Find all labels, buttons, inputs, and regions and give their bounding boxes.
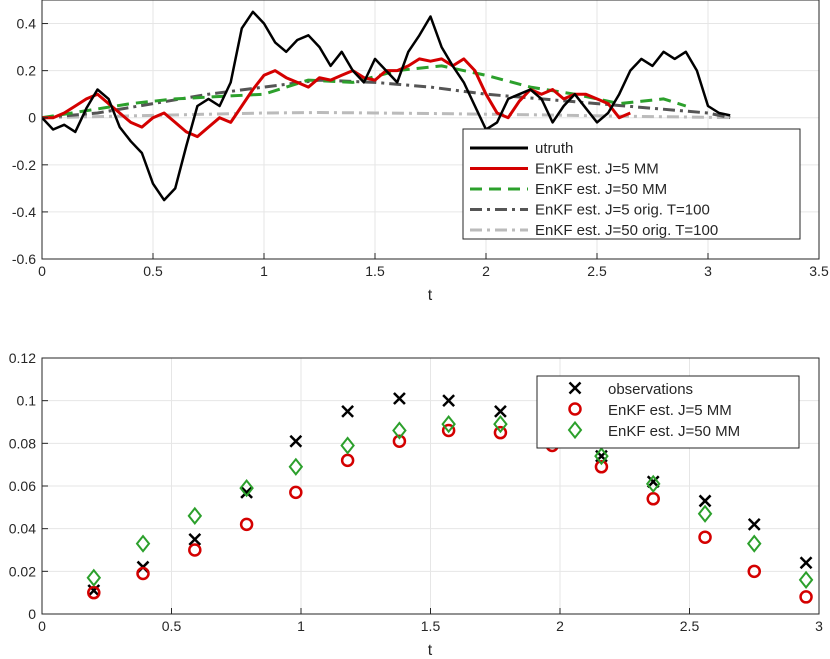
point-x-14 (799, 556, 813, 570)
y-tick-label: -0.6 (12, 251, 36, 267)
point-o-5 (340, 453, 355, 468)
legend-label-2: EnKF est. J=50 MM (608, 423, 740, 440)
point-x-7 (442, 394, 456, 408)
legend-label-0: observations (608, 381, 693, 398)
series-line-3 (42, 78, 731, 120)
x-tick-label: 2 (556, 618, 564, 634)
point-x-12 (698, 494, 712, 508)
x-tick-label: 2.5 (587, 263, 607, 279)
y-tick-label: 0 (28, 110, 36, 126)
y-tick-label: 0.1 (17, 393, 37, 409)
point-o-10 (594, 460, 609, 474)
y-tick-label: -0.2 (12, 157, 36, 173)
x-axis-label-top: t (428, 287, 433, 304)
x-tick-label: 1.5 (365, 263, 385, 279)
x-tick-label: 0 (38, 618, 46, 634)
point-diamond-6 (392, 421, 407, 440)
y-tick-label: 0.02 (9, 563, 36, 579)
x-axis-label-bottom: t (428, 642, 433, 659)
legend-box-bottom (536, 375, 800, 449)
point-o-6 (392, 434, 407, 448)
point-o-13 (747, 564, 761, 579)
y-tick-label: 0.04 (9, 521, 36, 537)
x-tick-label: 2.5 (680, 618, 700, 634)
legend-marker-2 (567, 420, 583, 440)
legend-label-0: utruth (535, 140, 573, 157)
point-x-4 (289, 434, 303, 448)
x-tick-label: 1 (297, 618, 305, 634)
point-diamond-12 (697, 504, 713, 523)
point-o-11 (646, 492, 660, 506)
x-tick-label: 3 (815, 618, 823, 634)
legend-label-2: EnKF est. J=50 MM (535, 181, 667, 198)
point-x-8 (494, 404, 507, 418)
ticks-top: 0 0.5 1 1.5 2 2.5 3 3.5 -0.6 -0.4 -0.2 0 0.2 0.4 (12, 16, 829, 279)
point-x-13 (747, 518, 761, 531)
point-o-2 (188, 543, 202, 557)
y-tick-label: 0.08 (9, 435, 36, 451)
x-tick-label: 0 (38, 263, 46, 279)
x-tick-label: 3 (704, 263, 712, 279)
point-diamond-8 (493, 415, 508, 434)
series-line-0 (42, 10, 731, 202)
x-tick-label: 0.5 (162, 618, 182, 634)
y-tick-label: -0.4 (12, 204, 36, 220)
axes-frame-top (41, 0, 820, 260)
point-x-5 (341, 404, 355, 418)
point-diamond-5 (340, 436, 355, 455)
point-x-0 (87, 584, 101, 597)
point-diamond-13 (746, 534, 762, 553)
x-tick-label: 1 (260, 263, 268, 279)
point-x-2 (188, 532, 202, 546)
x-tick-label: 3.5 (809, 263, 829, 279)
legend-label-4: EnKF est. J=50 orig. T=100 (535, 222, 718, 239)
series-line-4 (42, 111, 731, 120)
point-diamond-14 (798, 570, 814, 589)
point-o-1 (136, 566, 150, 581)
legend-bottom: observations EnKF est. J=5 MM EnKF est. J=… (536, 375, 800, 449)
x-tick-label: 1.5 (421, 618, 441, 634)
legend-marker-1 (568, 402, 582, 416)
legend-label-3: EnKF est. J=5 orig. T=100 (535, 202, 710, 219)
point-diamond-0 (86, 568, 102, 587)
point-diamond-2 (187, 506, 203, 525)
point-x-3 (240, 486, 253, 499)
point-diamond-7 (441, 415, 456, 434)
point-diamond-1 (135, 534, 151, 553)
point-diamond-3 (239, 479, 254, 498)
point-o-7 (441, 423, 456, 438)
legend-label-1: EnKF est. J=5 MM (608, 402, 732, 419)
point-diamond-10 (594, 447, 609, 466)
y-tick-label: 0.4 (17, 16, 37, 32)
x-tick-label: 0.5 (143, 263, 163, 279)
point-diamond-11 (645, 474, 661, 493)
point-x-6 (393, 392, 406, 405)
legend-label-1: EnKF est. J=5 MM (535, 161, 659, 178)
y-tick-label: 0.12 (9, 350, 36, 366)
chart-top: 0 0.5 1 1.5 2 2.5 3 3.5 -0.6 -0.4 -0.2 0 0.2 0.4 t ut… (12, 0, 829, 304)
point-o-8 (493, 425, 508, 440)
y-tick-label: 0.2 (17, 63, 37, 79)
point-o-3 (239, 517, 254, 532)
point-diamond-4 (288, 457, 304, 476)
ticks-bottom: 0 0.5 1 1.5 2 2.5 3 0 0.02 0.04 0.06 0.08 0.1 0.12 (9, 350, 823, 634)
legend-top: utruth EnKF est. J=5 MM EnKF est. J=50 MM E… (462, 128, 801, 240)
y-tick-label: 0.06 (9, 478, 36, 494)
point-o-0 (87, 585, 101, 600)
y-tick-label: 0 (28, 606, 36, 622)
series-top (42, 10, 731, 202)
legend-marker-0 (568, 381, 582, 395)
point-o-4 (289, 485, 303, 500)
point-o-14 (799, 590, 813, 604)
point-o-12 (698, 530, 712, 544)
x-tick-label: 2 (482, 263, 490, 279)
chart-bottom: 0 0.5 1 1.5 2 2.5 300.020.040.060.080.10.12 t … (9, 350, 823, 659)
